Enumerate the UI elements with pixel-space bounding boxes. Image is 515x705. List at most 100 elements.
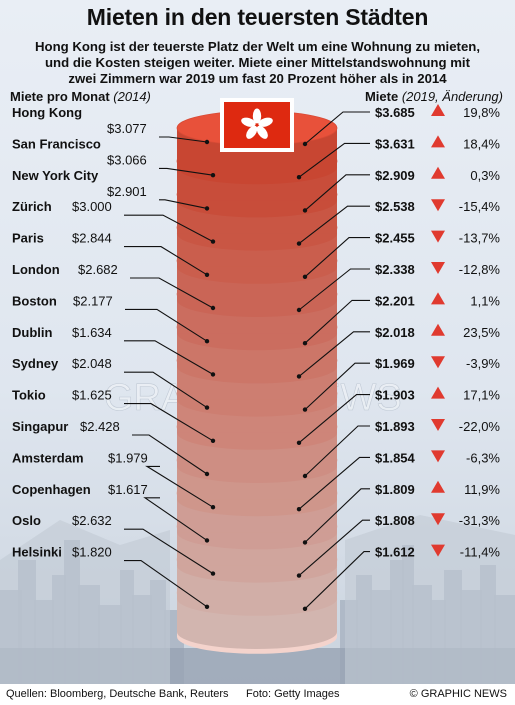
leader-line-2014: [124, 528, 214, 575]
leader-line-2014: [124, 340, 214, 375]
rent-2014-value: $1.617: [108, 482, 148, 497]
rent-2019-value: $1.903: [375, 388, 415, 403]
footer: Quellen: Bloomberg, Deutsche Bank, Reute…: [0, 684, 515, 705]
header-rent-2019-note: (2019, Änderung): [401, 89, 503, 104]
city-label: Singapur: [12, 419, 68, 434]
rent-2014-value: $3.000: [72, 199, 112, 214]
rent-2019-value: $1.612: [375, 545, 415, 560]
footer-sources: Quellen: Bloomberg, Deutsche Bank, Reute…: [6, 688, 229, 700]
rent-2019-value: $1.854: [375, 450, 416, 465]
change-percent: -12,8%: [459, 262, 501, 277]
page-title: Mieten in den teuersten Städten: [86, 4, 429, 30]
leader-dot-2019: [302, 274, 308, 279]
change-percent: -22,0%: [459, 419, 501, 434]
leader-dot-2019: [302, 208, 308, 213]
leader-line-2014: [124, 560, 208, 608]
bauhinia-petal: [246, 125, 258, 139]
leader-dot-2019: [296, 440, 302, 445]
header-rent-2019-label: Miete: [364, 89, 399, 104]
rent-2014-value: $2.177: [73, 293, 113, 308]
triangle-up-icon: [431, 292, 445, 305]
change-percent: 11,9%: [464, 482, 500, 497]
rent-2014-value: $1.634: [72, 325, 112, 340]
change-percent: -31,3%: [459, 513, 501, 528]
leader-line-2014: [143, 497, 208, 541]
leader-line-2014: [159, 167, 214, 176]
footer-photo-credit: Foto: Getty Images: [246, 688, 340, 700]
city-label: Copenhagen: [12, 482, 91, 497]
triangle-down-icon: [431, 230, 445, 243]
hill-shape: [345, 515, 515, 684]
change-percent: -3,9%: [466, 356, 500, 371]
leader-line-2019: [298, 205, 370, 245]
leader-dot-2019: [302, 473, 308, 479]
city-label: New York City: [12, 168, 99, 183]
rent-2014-value: $1.979: [108, 450, 148, 465]
leader-dot-2014: [210, 372, 216, 377]
triangle-down-icon: [431, 356, 445, 369]
rent-2014-value: $2.048: [72, 356, 112, 371]
header-rent-2014: Miete pro Monat (2014): [10, 89, 151, 104]
change-percent: 1,1%: [470, 293, 500, 308]
coin-stack: [176, 110, 338, 654]
rent-2014-value: $3.066: [107, 152, 147, 167]
rent-2019-value: $2.201: [375, 293, 415, 308]
subtitle-line: zwei Zimmern war 2019 um fast 20 Prozent…: [68, 71, 447, 86]
city-label: Oslo: [12, 513, 41, 528]
rent-2019-value: $1.969: [375, 356, 415, 371]
leader-dot-2019: [302, 407, 308, 412]
leader-dot-2014: [204, 206, 210, 211]
city-label: Zürich: [12, 199, 52, 214]
leader-line-2019: [298, 394, 370, 444]
triangle-up-icon: [431, 323, 445, 336]
leader-line-2014: [145, 465, 214, 508]
leader-dot-2014: [210, 173, 216, 178]
rent-2014-value: $2.844: [72, 231, 112, 246]
leader-dot-2014: [204, 604, 210, 609]
rent-2019-value: $2.338: [375, 262, 415, 277]
leader-dot-2014: [204, 139, 210, 145]
leader-dot-2019: [302, 606, 308, 611]
flag-field: [220, 98, 294, 152]
triangle-down-icon: [431, 450, 445, 463]
leader-line-2019: [298, 456, 370, 510]
rent-2014-value: $3.077: [107, 121, 147, 136]
bauhinia-petal: [241, 117, 256, 127]
city-label: Tokio: [12, 388, 46, 403]
rent-2019-value: $1.809: [375, 482, 415, 497]
leader-line-2019: [298, 142, 370, 178]
bauhinia-petal: [256, 125, 268, 139]
leader-dot-2019: [302, 341, 308, 346]
leader-line-2019: [304, 111, 370, 145]
triangle-down-icon: [431, 544, 445, 557]
footer-copyright: © GRAPHIC NEWS: [409, 688, 507, 700]
rent-2019-value: $2.538: [375, 199, 415, 214]
rent-2019-value: $2.018: [375, 325, 415, 340]
triangle-down-icon: [431, 513, 445, 526]
change-percent: 17,1%: [463, 388, 500, 403]
change-percent: -13,7%: [459, 231, 501, 246]
change-percent: 19,8%: [463, 105, 500, 120]
triangle-down-icon: [431, 262, 445, 274]
leader-dot-2014: [210, 505, 216, 510]
leader-dot-2019: [296, 241, 302, 246]
rent-2014-value: $2.682: [78, 262, 118, 277]
city-label: Dublin: [12, 325, 52, 340]
city-label: Hong Kong: [12, 105, 82, 120]
bauhinia-petal: [258, 117, 273, 127]
triangle-up-icon: [431, 166, 445, 179]
leader-line-2019: [304, 362, 370, 411]
header-rent-2019: Miete (2019, Änderung): [365, 89, 503, 104]
triangle-up-icon: [431, 480, 445, 493]
leader-dot-2014: [204, 272, 210, 277]
city-label: Sydney: [12, 356, 59, 371]
city-label: San Francisco: [12, 136, 101, 151]
leader-line-2014: [124, 371, 208, 409]
change-percent: -6,3%: [466, 450, 500, 465]
leader-dot-2019: [296, 374, 302, 379]
leader-dot-2019: [296, 175, 302, 180]
leader-line-2019: [298, 331, 370, 377]
leader-dot-2014: [210, 438, 216, 443]
city-label: Paris: [12, 231, 44, 246]
